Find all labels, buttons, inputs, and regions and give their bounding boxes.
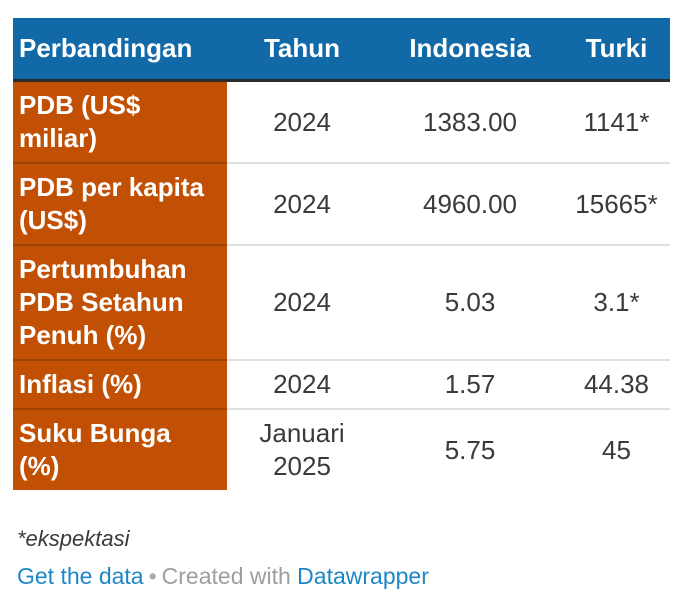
table-row-inflasi: Inflasi (%) 2024 1.57 44.38 [13, 360, 670, 410]
cell-kapita-indonesia: 4960.00 [377, 163, 563, 246]
table-row-pdb-per-kapita: PDB per kapita (US$) 2024 4960.00 15665* [13, 163, 670, 246]
row-label-inflasi: Inflasi (%) [13, 360, 227, 410]
cell-pdb-turki: 1141* [563, 80, 670, 164]
column-header-perbandingan: Perbandingan [13, 18, 227, 82]
cell-suku-bunga-tahun: Januari 2025 [259, 418, 345, 481]
cell-suku-bunga-indonesia: 5.75 [444, 434, 496, 465]
cell-inflasi-indonesia: 1.57 [377, 360, 563, 410]
cell-inflasi-tahun: 2024 [227, 360, 377, 410]
footer-created-with-text: Created with [161, 563, 291, 589]
cell-inflasi-turki: 44.38 [563, 360, 670, 410]
column-header-tahun: Tahun [227, 18, 377, 82]
cell-pdb-indonesia: 1383.00 [377, 80, 563, 164]
cell-pertumbuhan-indonesia: 5.03 [377, 245, 563, 361]
footer-separator: • [148, 563, 157, 589]
row-label-pdb-per-kapita: PDB per kapita (US$) [13, 163, 227, 246]
table-row-pertumbuhan: Pertumbuhan PDB Setahun Penuh (%) 2024 5… [13, 245, 670, 361]
row-label-pdb: PDB (US$ miliar) [13, 80, 227, 164]
column-header-turki: Turki [563, 18, 670, 82]
cell-kapita-tahun: 2024 [227, 163, 377, 246]
table-header-row: Perbandingan Tahun Indonesia Turki [13, 18, 670, 82]
footnote: *ekspektasi [17, 526, 130, 551]
cell-pertumbuhan-turki: 3.1* [563, 245, 670, 361]
cell-pdb-tahun: 2024 [227, 80, 377, 164]
footer: Get the data • Created with Datawrapper [17, 563, 683, 590]
comparison-table: Perbandingan Tahun Indonesia Turki PDB (… [13, 18, 670, 490]
table-row-pdb: PDB (US$ miliar) 2024 1383.00 1141* [13, 80, 670, 164]
table-row-suku-bunga: Suku Bunga (%) Januari 2025 5.75 45 [13, 409, 670, 490]
datawrapper-link[interactable]: Datawrapper [297, 563, 429, 589]
cell-suku-bunga-turki: 45 [602, 434, 631, 465]
column-header-indonesia: Indonesia [377, 18, 563, 82]
row-label-suku-bunga: Suku Bunga (%) [13, 409, 227, 490]
cell-kapita-turki: 15665* [563, 163, 670, 246]
cell-pertumbuhan-tahun: 2024 [227, 245, 377, 361]
row-label-pertumbuhan: Pertumbuhan PDB Setahun Penuh (%) [13, 245, 227, 361]
get-the-data-link[interactable]: Get the data [17, 563, 144, 589]
